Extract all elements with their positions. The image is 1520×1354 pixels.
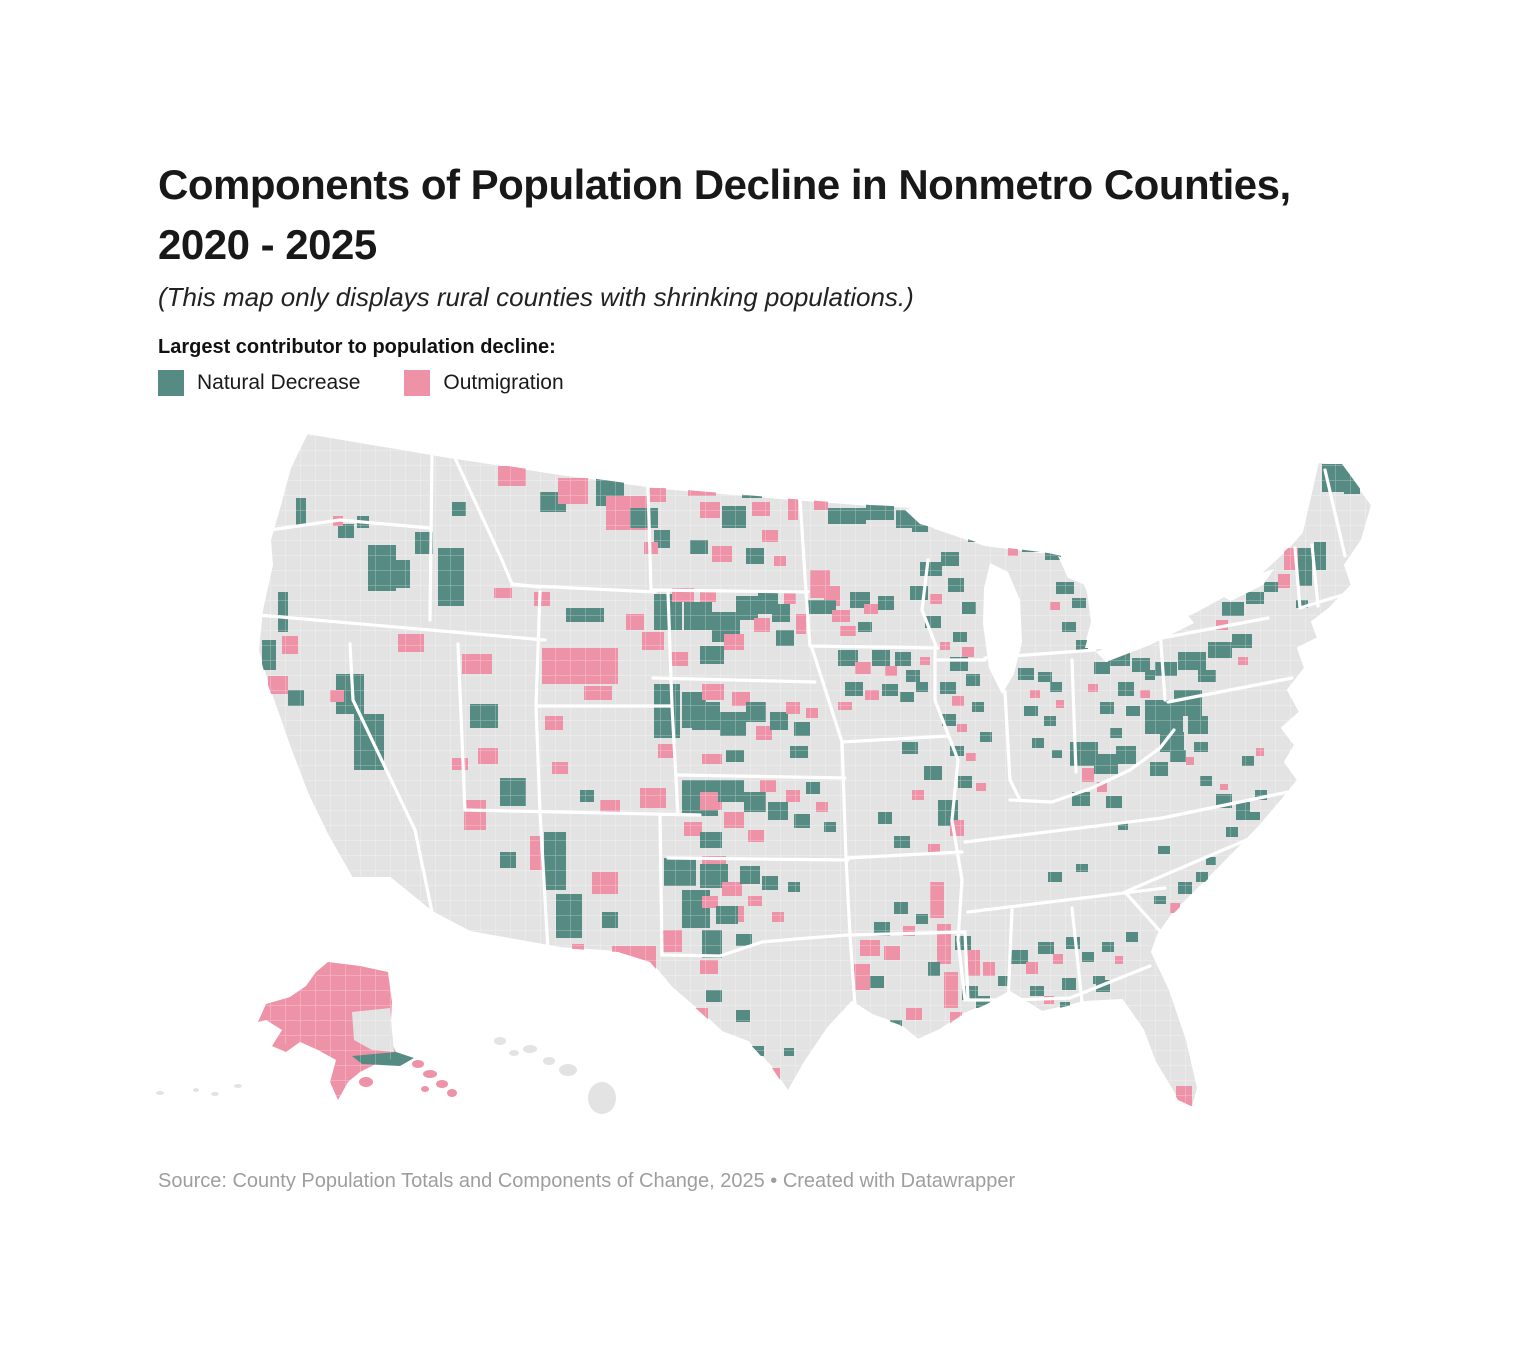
lake-huron — [1058, 556, 1088, 586]
page-subtitle: (This map only displays rural counties w… — [158, 282, 914, 312]
lake-erie — [1096, 613, 1194, 662]
county-shape[interactable] — [718, 1040, 740, 1076]
county-shape[interactable] — [940, 1040, 958, 1054]
natural-decrease-swatch-icon — [158, 370, 184, 396]
alaska-southeast-islands — [359, 1060, 457, 1097]
source-attribution: Source: County Population Totals and Com… — [158, 1170, 1016, 1192]
legend-item-outmigration[interactable]: Outmigration — [404, 370, 564, 396]
county-shape[interactable] — [1160, 1114, 1190, 1124]
great-lakes — [905, 498, 1274, 694]
legend-item-natural-decrease[interactable]: Natural Decrease — [158, 370, 360, 396]
legend-label: Natural Decrease — [197, 371, 361, 394]
legend: Natural Decrease Outmigration — [158, 370, 564, 396]
county-shape[interactable] — [957, 1032, 971, 1042]
county-shape[interactable] — [700, 458, 722, 472]
outmigration-swatch-icon — [404, 370, 431, 396]
legend-heading: Largest contributor to population declin… — [158, 336, 556, 358]
county-shape[interactable] — [600, 990, 616, 1012]
county-shape[interactable] — [634, 984, 662, 1022]
page-title: Components of Population Decline in Nonm… — [158, 161, 1291, 268]
lake-superior — [905, 498, 1052, 551]
county-shape[interactable] — [726, 462, 750, 482]
county-shape[interactable] — [768, 464, 782, 490]
alaska[interactable] — [258, 962, 457, 1100]
aleutian-islands — [156, 1084, 242, 1096]
state-borders — [256, 454, 1354, 1007]
alaska-gridlines — [266, 962, 398, 1100]
county-shape[interactable] — [742, 1072, 758, 1094]
legend-label: Outmigration — [443, 371, 564, 394]
county-shape[interactable] — [990, 1010, 1002, 1020]
county-shape[interactable] — [928, 1058, 942, 1068]
county-shape[interactable] — [972, 1030, 984, 1038]
lake-ontario — [1216, 569, 1274, 601]
county-shape[interactable] — [262, 712, 276, 728]
hawaii[interactable] — [494, 1037, 616, 1114]
lake-michigan — [983, 563, 1022, 694]
